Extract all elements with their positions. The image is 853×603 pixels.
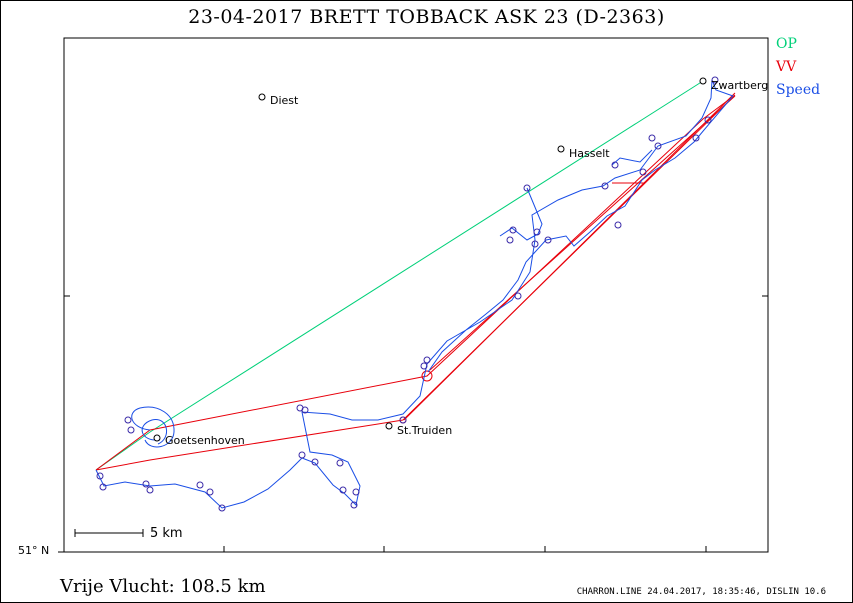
scale-label: 5 km: [150, 526, 183, 541]
legend-vv: VV: [776, 59, 797, 75]
town-label-goetsenhoven: Goetsenhoven: [165, 434, 245, 447]
footer-credit: CHARRON.LINE 24.04.2017, 18:35:46, DISLI…: [576, 587, 826, 597]
flight-title: 23-04-2017 BRETT TOBBACK ASK 23 (D-2363): [188, 6, 665, 28]
thermal-markers: [96, 76, 719, 512]
flight-track: [95, 79, 734, 509]
scale-bar: [74, 529, 144, 537]
town-label-diest: Diest: [270, 94, 299, 107]
town-label-st-truiden: St.Truiden: [397, 424, 453, 437]
latitude-label: 51° N: [18, 544, 50, 557]
town-label-zwartberg: Zwartberg: [711, 79, 769, 92]
op-route-line: [95, 80, 704, 471]
town-markers: [153, 77, 707, 442]
legend-op: OP: [776, 36, 797, 52]
axis-ticks: [58, 38, 768, 553]
legend: OP VV Speed: [776, 33, 820, 102]
distance-label: Vrije Vlucht: 108.5 km: [60, 576, 266, 597]
town-label-hasselt: Hasselt: [569, 147, 610, 160]
legend-speed: Speed: [776, 82, 821, 98]
vv-route-lines: [95, 92, 736, 471]
plot-border: [63, 37, 769, 553]
